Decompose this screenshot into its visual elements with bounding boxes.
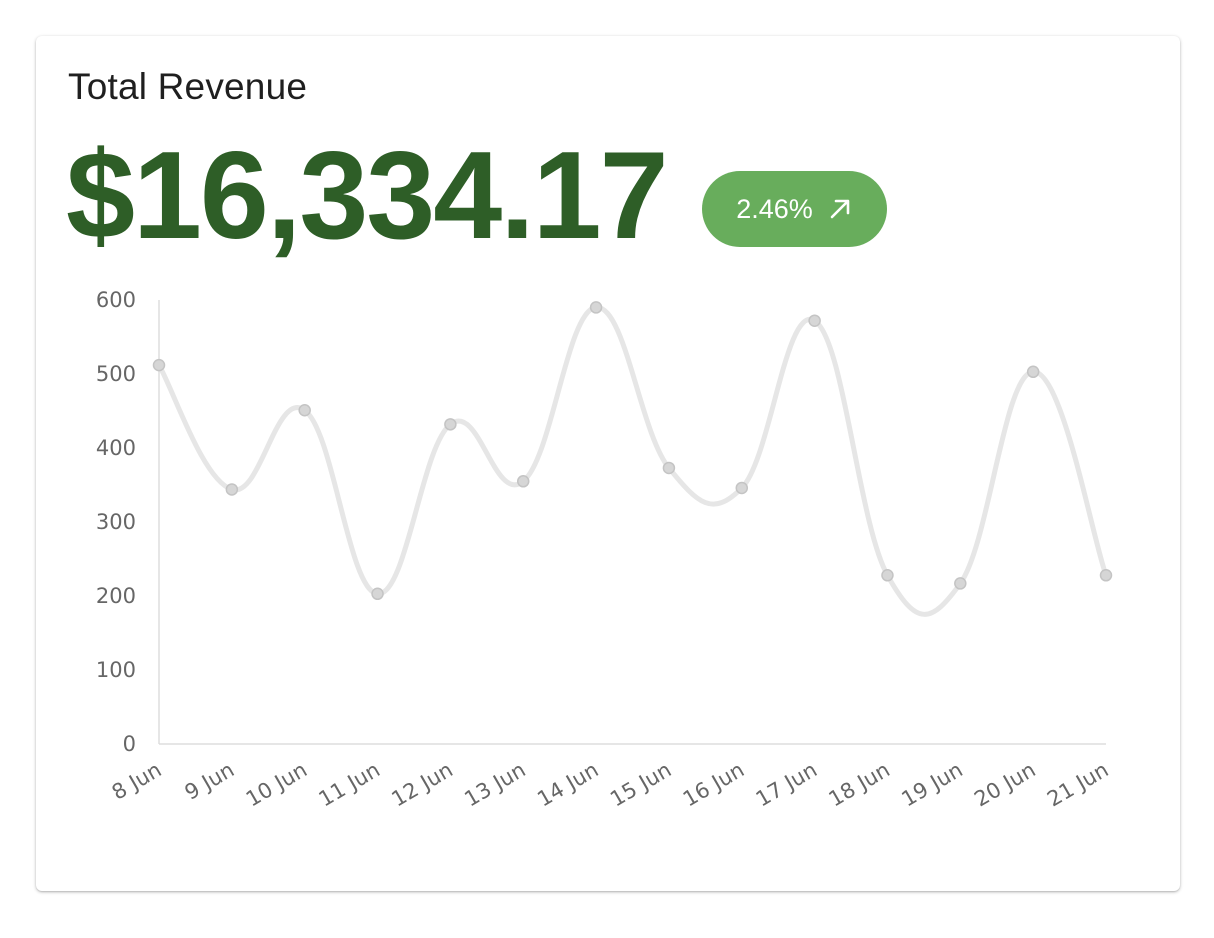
y-tick-label: 300: [96, 510, 136, 534]
data-point[interactable]: [954, 577, 967, 590]
data-point[interactable]: [1026, 365, 1040, 379]
data-point[interactable]: [298, 404, 311, 417]
data-point[interactable]: [589, 301, 603, 314]
x-tick-label: 21 Jun: [1043, 758, 1112, 812]
y-tick-label: 200: [96, 584, 136, 608]
x-tick-label: 14 Jun: [533, 758, 602, 812]
data-point[interactable]: [808, 314, 821, 327]
data-point[interactable]: [225, 483, 239, 496]
revenue-amount: $16,334.17: [66, 127, 669, 265]
series-line: [156, 304, 1109, 617]
data-point[interactable]: [371, 587, 384, 601]
x-tick-label: 10 Jun: [242, 758, 311, 812]
data-point[interactable]: [516, 475, 530, 488]
points-layer: [152, 301, 1113, 601]
y-tick-label: 500: [96, 362, 136, 386]
x-tick-label: 9 Jun: [181, 758, 239, 805]
x-tick-label: 8 Jun: [108, 758, 166, 805]
x-axis: 8 Jun 9 Jun 10 Jun 11 Jun 12 Jun 13 Jun 14 Jun…: [108, 743, 1113, 812]
data-point[interactable]: [1099, 569, 1113, 582]
x-tick-label: 17 Jun: [752, 758, 821, 812]
arrow-up-right-icon: [830, 199, 850, 219]
data-point[interactable]: [152, 358, 166, 372]
change-percentage: 2.46%: [736, 193, 813, 224]
y-tick-label: 600: [96, 288, 136, 312]
data-point[interactable]: [735, 481, 749, 495]
x-tick-label: 20 Jun: [970, 758, 1039, 812]
x-tick-label: 12 Jun: [388, 758, 457, 812]
x-tick-label: 15 Jun: [606, 758, 675, 812]
card-title: Total Revenue: [68, 66, 308, 107]
data-point[interactable]: [444, 418, 457, 431]
x-tick-label: 18 Jun: [825, 758, 894, 812]
x-tick-label: 11 Jun: [315, 758, 384, 812]
x-tick-label: 19 Jun: [897, 758, 966, 812]
series-layer: [156, 304, 1109, 617]
data-point[interactable]: [881, 569, 894, 582]
y-tick-label: 400: [96, 436, 136, 460]
y-tick-label: 100: [96, 658, 136, 682]
x-tick-label: 16 Jun: [679, 758, 748, 812]
change-badge: 2.46%: [702, 171, 887, 247]
data-point[interactable]: [662, 461, 676, 475]
y-tick-label: 0: [123, 732, 136, 756]
revenue-line-chart: 0 100 200 300 400 500 600 8 Jun 9 Jun 10 Jun 11 J…: [96, 288, 1113, 812]
x-tick-label: 13 Jun: [460, 758, 529, 812]
revenue-card: Total Revenue $16,334.17 2.46% 0 100 200 30…: [36, 36, 1180, 891]
y-axis: 0 100 200 300 400 500 600: [96, 288, 160, 756]
